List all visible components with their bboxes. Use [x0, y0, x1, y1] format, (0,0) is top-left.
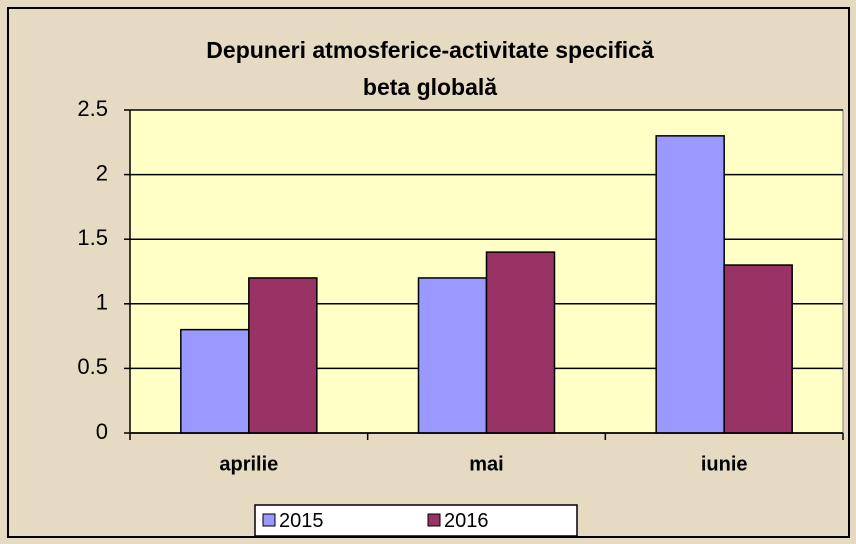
y-tick-label: 2.5	[77, 96, 108, 121]
y-tick-label: 0.5	[77, 354, 108, 379]
legend-label: 2015	[279, 510, 324, 532]
bar	[248, 277, 318, 434]
bar	[485, 251, 556, 434]
y-tick-label: 1.5	[77, 225, 108, 250]
chart-title: beta globală	[363, 74, 497, 100]
y-tick-label: 1	[96, 290, 108, 315]
x-tick-label: iunie	[701, 453, 748, 475]
bar	[655, 135, 725, 434]
y-tick-label: 0	[96, 419, 108, 444]
legend-swatch	[427, 513, 441, 527]
legend-swatch	[262, 513, 276, 527]
chart-border	[7, 7, 850, 538]
y-tick-label: 2	[96, 160, 108, 185]
legend-label: 2016	[444, 510, 489, 532]
x-tick-label: aprilie	[219, 453, 278, 475]
bar	[417, 277, 488, 434]
bar	[180, 328, 250, 434]
bar	[723, 264, 793, 434]
chart-title: Depuneri atmosferice-activitate specific…	[206, 37, 654, 63]
x-tick-label: mai	[469, 453, 503, 475]
legend-box	[254, 504, 578, 537]
